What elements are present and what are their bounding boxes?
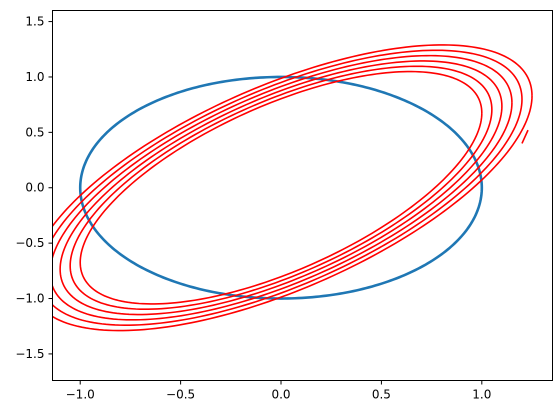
x-tick-label: 1.0: [472, 388, 491, 402]
x-tick-label: −1.0: [66, 388, 95, 402]
red-curve-2: [69, 65, 493, 311]
y-tick-label: 0.0: [25, 181, 44, 195]
red-curve-6: [52, 44, 533, 332]
y-tick-label: −1.0: [15, 292, 44, 306]
x-axis: −1.0 −0.5 0.0 0.5 1.0: [66, 380, 491, 402]
red-curve-3: [59, 60, 503, 316]
red-curve-endpoint-stroke: [521, 129, 529, 144]
x-tick-label: 0.5: [372, 388, 391, 402]
red-curve-1: [79, 70, 483, 305]
y-tick-label: 1.5: [25, 15, 44, 29]
y-tick-label: −0.5: [15, 236, 44, 250]
y-tick-label: −1.5: [15, 347, 44, 361]
y-tick-label: 1.0: [25, 70, 44, 84]
x-tick-label: −0.5: [166, 388, 195, 402]
plot-frame: [52, 10, 553, 381]
y-axis: −1.5 −1.0 −0.5 0.0 0.5 1.0 1.5: [15, 15, 53, 361]
data-layer: [52, 44, 533, 332]
unit-circle-line: [78, 75, 484, 300]
x-tick-label: 0.0: [271, 388, 290, 402]
red-curve-5: [52, 49, 523, 327]
red-curve-4: [52, 54, 513, 321]
y-tick-label: 0.5: [25, 125, 44, 139]
